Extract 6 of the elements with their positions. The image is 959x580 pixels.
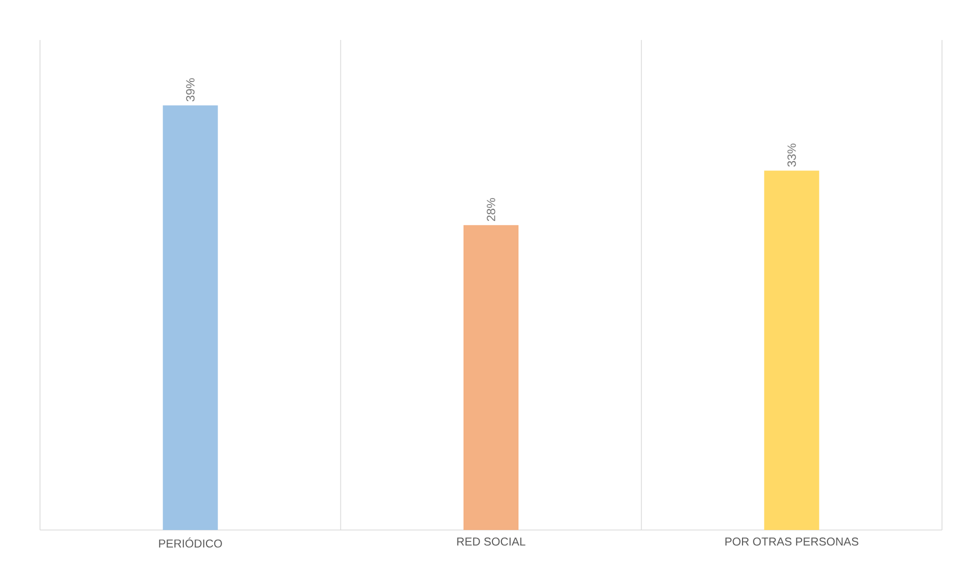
x-tick-label: POR OTRAS PERSONAS [725,538,858,546]
x-tick-label: PERIÓDICO [159,538,222,548]
data-label: 39% [186,78,195,102]
data-label: 33% [787,144,796,167]
data-label: 28% [486,198,496,221]
x-tick-label: RED SOCIAL [457,538,526,546]
